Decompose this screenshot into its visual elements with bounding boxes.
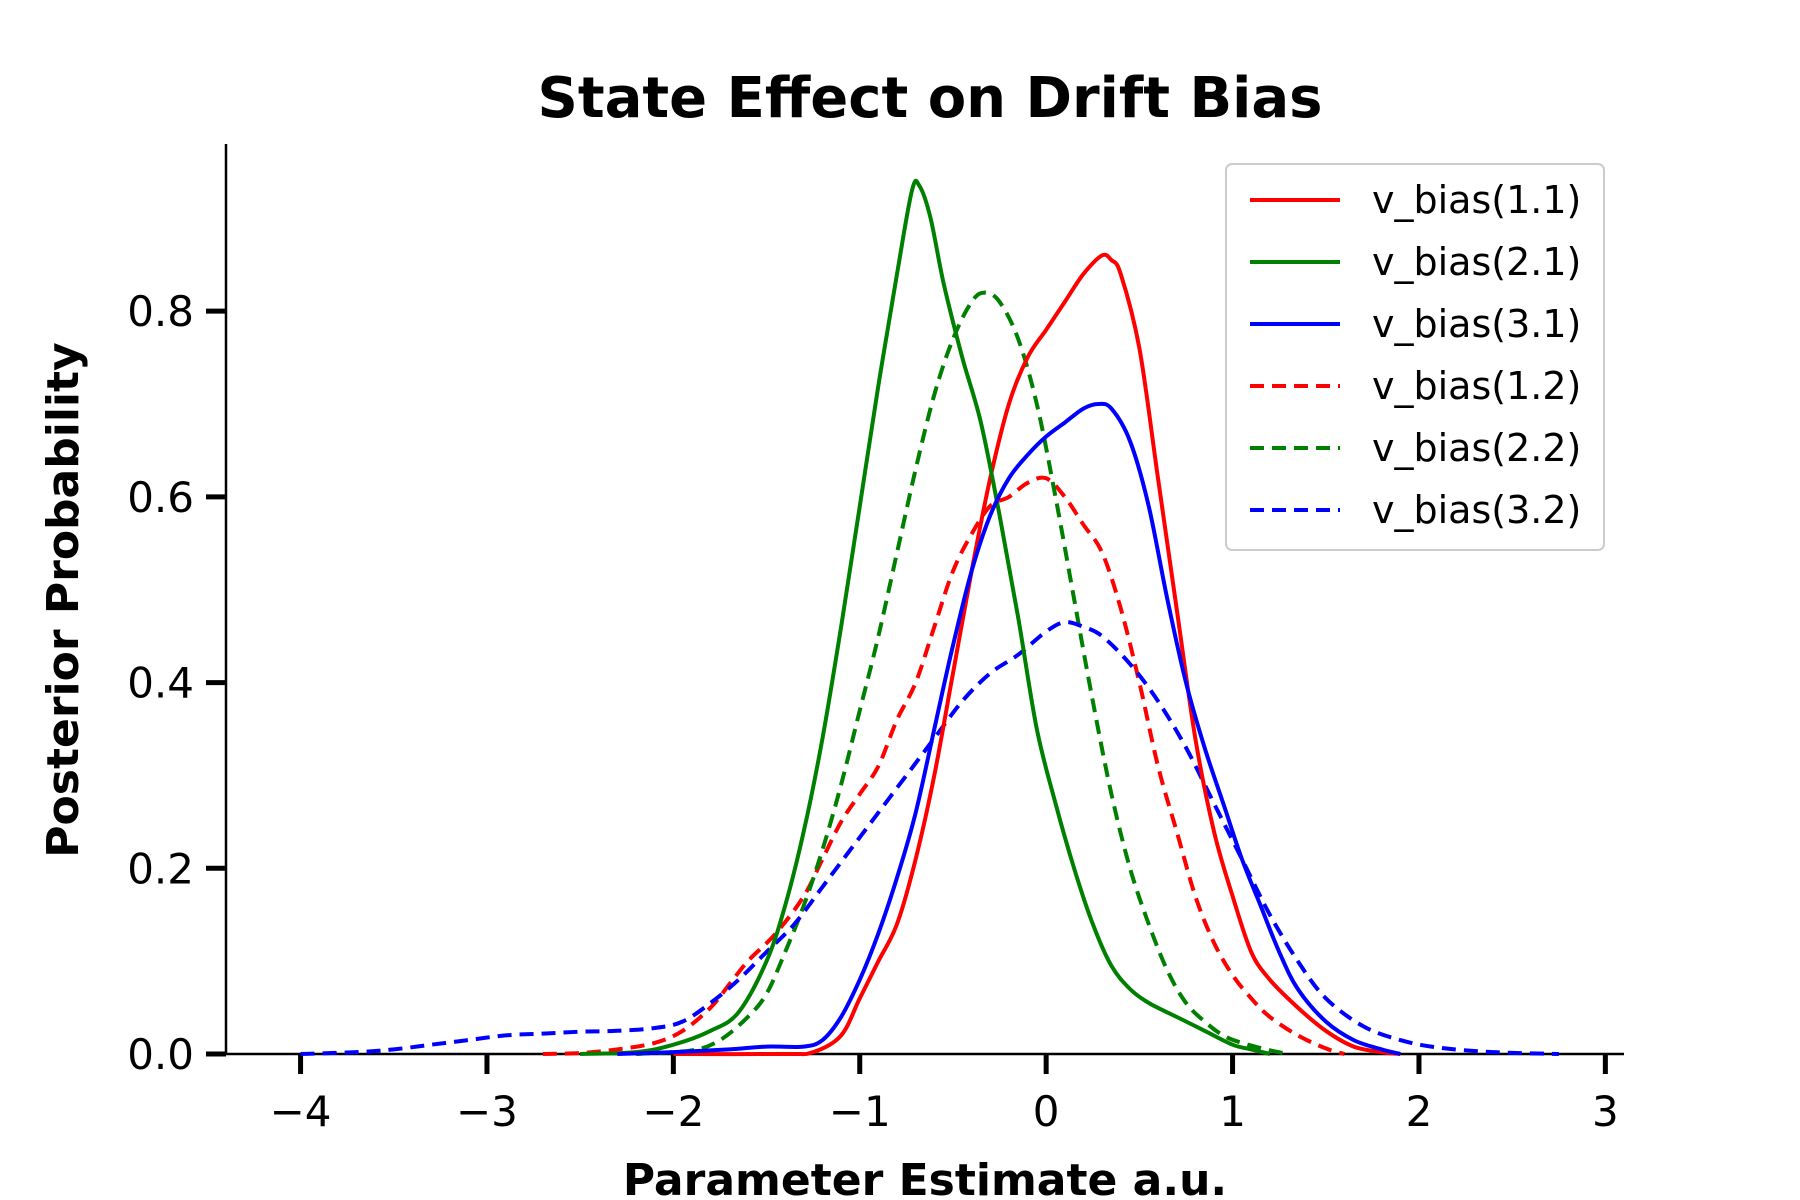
- x-tick-label: 0: [1033, 1087, 1060, 1136]
- y-tick-label: 0.8: [127, 287, 194, 336]
- legend-items: v_bias(1.1) v_bias(2.1) v_bias(3.1) v_bias(…: [1250, 178, 1581, 532]
- series-line-v-bias-1-1: [673, 252, 1401, 1057]
- series-line-v-bias-2-1: [580, 178, 1271, 1056]
- x-tick-label: 3: [1592, 1087, 1619, 1136]
- chart-title: State Effect on Drift Bias: [538, 66, 1323, 131]
- y-tick-label: 0.6: [127, 473, 194, 522]
- legend-label: v_bias(2.1): [1372, 240, 1581, 284]
- legend: v_bias(1.1) v_bias(2.1) v_bias(3.1) v_bias(…: [1225, 163, 1605, 551]
- y-axis-label: Posterior Probability: [38, 342, 89, 857]
- legend-label: v_bias(2.2): [1372, 426, 1581, 470]
- y-tick-label: 0.0: [127, 1030, 194, 1079]
- x-tick-label: −4: [270, 1087, 332, 1136]
- x-tick-label: 2: [1406, 1087, 1433, 1136]
- x-tick-label: −3: [456, 1087, 518, 1136]
- x-tick-label: −1: [829, 1087, 891, 1136]
- legend-label: v_bias(3.1): [1372, 302, 1581, 346]
- series-line-v-bias-3-1: [617, 401, 1401, 1056]
- legend-label: v_bias(1.2): [1372, 364, 1581, 408]
- series-line-v-bias-1-2: [542, 475, 1345, 1056]
- x-ticks: −4 −3 −2 −1 0 1 2 3: [270, 1054, 1619, 1136]
- y-tick-label: 0.2: [127, 844, 194, 893]
- legend-label: v_bias(3.2): [1372, 488, 1581, 532]
- series-lines: [300, 178, 1559, 1057]
- x-axis-label: Parameter Estimate a.u.: [623, 1155, 1227, 1200]
- y-ticks: 0.0 0.2 0.4 0.6 0.8: [127, 287, 226, 1079]
- y-tick-label: 0.4: [127, 659, 194, 708]
- x-tick-label: 1: [1219, 1087, 1246, 1136]
- legend-label: v_bias(1.1): [1372, 178, 1581, 222]
- series-line-v-bias-3-2: [300, 620, 1559, 1056]
- x-tick-label: −2: [642, 1087, 704, 1136]
- series-line-v-bias-2-2: [635, 290, 1289, 1056]
